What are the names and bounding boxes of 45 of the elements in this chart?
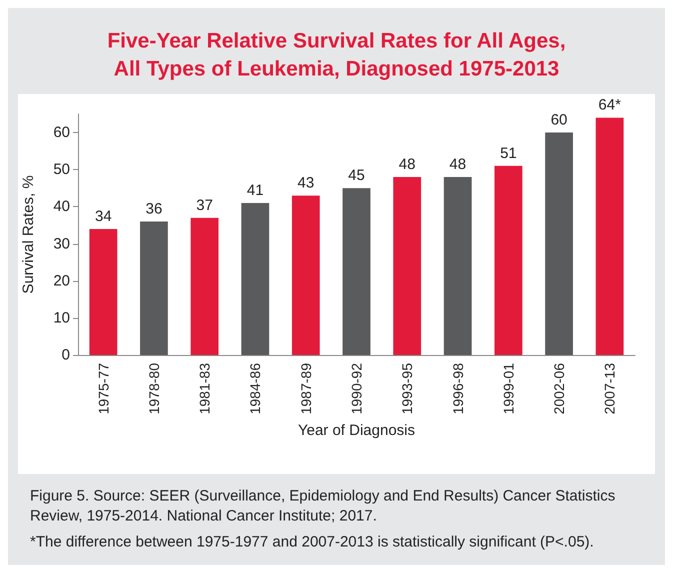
bar bbox=[190, 218, 219, 355]
x-axis-title: Year of Diagnosis bbox=[298, 422, 416, 439]
chart-title: Five-Year Relative Survival Rates for All Ages, All Types of Leukemia, Diagnosed 1975-2013 bbox=[107, 30, 566, 80]
data-label: 45 bbox=[348, 167, 365, 184]
x-tick-label: 1984-86 bbox=[247, 362, 264, 414]
x-tick-label: 2007-13 bbox=[602, 362, 618, 414]
x-tick-label: 1996-98 bbox=[450, 362, 466, 414]
bar bbox=[494, 166, 522, 355]
bar bbox=[545, 132, 573, 355]
data-label: 43 bbox=[298, 174, 314, 192]
y-tick-label: 0 bbox=[62, 346, 70, 364]
x-tick-label: 2002-06 bbox=[551, 362, 568, 414]
x-tick-label: 1993-95 bbox=[399, 362, 416, 414]
data-label: 37 bbox=[196, 196, 213, 214]
x-tick-label: 1990-92 bbox=[348, 362, 364, 414]
y-tick-label: 20 bbox=[53, 272, 70, 290]
bar bbox=[596, 118, 624, 355]
bar bbox=[444, 177, 472, 355]
bar bbox=[292, 196, 320, 355]
bar bbox=[89, 228, 118, 355]
data-label: 64* bbox=[598, 96, 622, 114]
y-tick-label: 50 bbox=[53, 161, 70, 178]
data-label: 48 bbox=[398, 156, 416, 174]
data-label: 36 bbox=[146, 200, 162, 218]
bar bbox=[342, 188, 370, 355]
y-axis-title: Survival Rates, % bbox=[20, 175, 37, 294]
data-label: 41 bbox=[246, 182, 264, 199]
bar bbox=[393, 177, 422, 355]
text: *The difference between 1975-1977 and 2007-2013 is statistically significant (P<.05). bbox=[30, 534, 594, 550]
bar bbox=[241, 202, 270, 355]
data-label: 51 bbox=[500, 144, 517, 162]
y-tick-label: 60 bbox=[53, 124, 70, 142]
y-tick-label: 40 bbox=[53, 198, 70, 216]
x-tick-label: 1981-83 bbox=[196, 362, 213, 414]
bar bbox=[140, 222, 168, 355]
x-tick-label: 1999-01 bbox=[500, 362, 516, 414]
y-tick-label: 30 bbox=[53, 235, 70, 252]
data-label: 48 bbox=[449, 156, 466, 174]
x-tick-label: 1975-77 bbox=[95, 362, 112, 414]
x-tick-label: 1978-80 bbox=[146, 362, 162, 414]
data-label: 34 bbox=[94, 208, 112, 225]
caption: Figure 5. Source: SEER (Surveillance, Epidemiology and End Results) Cancer Statistics Review, 1975-2014. National Cancer Institute; 2017. bbox=[30, 488, 620, 524]
x-tick-label: 1987-89 bbox=[298, 362, 314, 414]
data-label: 60 bbox=[550, 112, 568, 129]
y-tick-label: 10 bbox=[53, 309, 70, 326]
